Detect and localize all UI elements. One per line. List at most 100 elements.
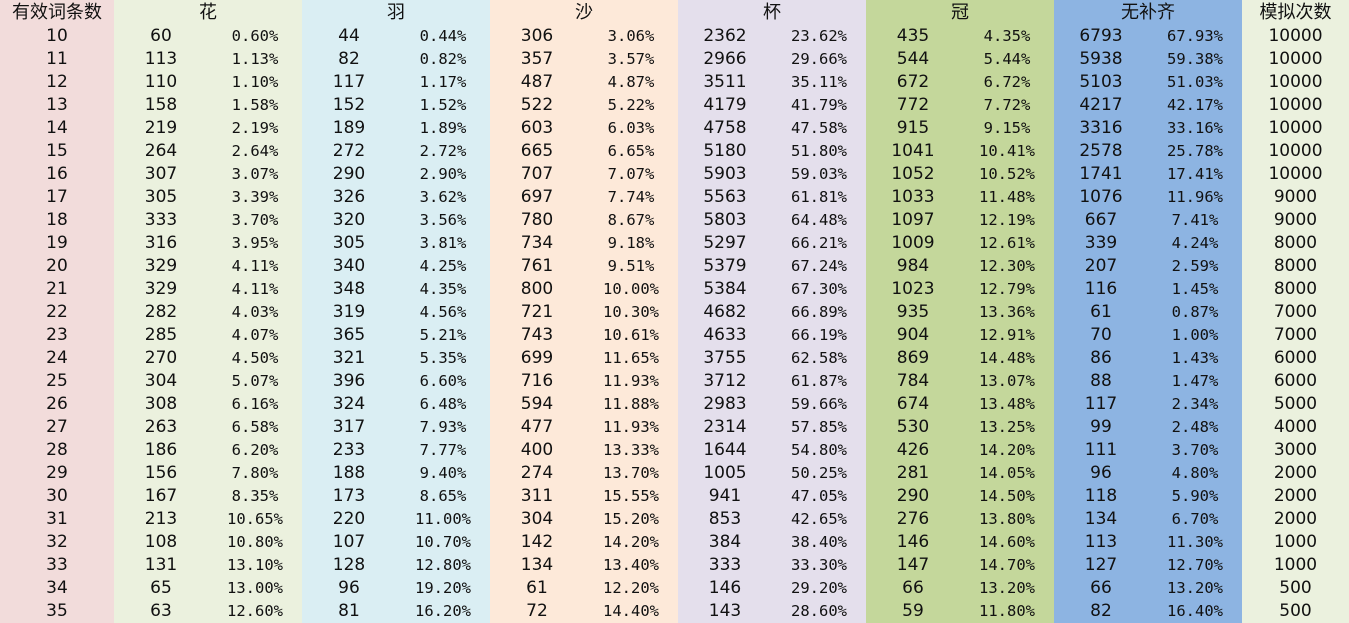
sims-cell[interactable]: 500 (1242, 577, 1349, 600)
flower-count-cell[interactable]: 219 (114, 117, 208, 140)
sands-count-cell[interactable]: 699 (490, 347, 584, 370)
goblet-pct-cell[interactable]: 28.60% (772, 600, 866, 623)
none-count-cell[interactable]: 134 (1054, 508, 1148, 531)
sands-pct-cell[interactable]: 8.67% (584, 209, 678, 232)
plume-count-cell[interactable]: 365 (302, 324, 396, 347)
none-count-cell[interactable]: 5938 (1054, 48, 1148, 71)
none-pct-cell[interactable]: 5.90% (1148, 485, 1242, 508)
sands-pct-cell[interactable]: 7.74% (584, 186, 678, 209)
none-pct-cell[interactable]: 1.47% (1148, 370, 1242, 393)
circlet-pct-cell[interactable]: 14.70% (960, 554, 1054, 577)
sands-pct-cell[interactable]: 9.18% (584, 232, 678, 255)
sands-count-cell[interactable]: 780 (490, 209, 584, 232)
goblet-pct-cell[interactable]: 67.30% (772, 278, 866, 301)
plume-count-cell[interactable]: 272 (302, 140, 396, 163)
flower-count-cell[interactable]: 186 (114, 439, 208, 462)
circlet-pct-cell[interactable]: 12.19% (960, 209, 1054, 232)
sands-pct-cell[interactable]: 11.93% (584, 370, 678, 393)
sands-count-cell[interactable]: 665 (490, 140, 584, 163)
entries-cell[interactable]: 19 (0, 232, 114, 255)
sands-pct-cell[interactable]: 10.30% (584, 301, 678, 324)
flower-count-cell[interactable]: 167 (114, 485, 208, 508)
plume-pct-cell[interactable]: 19.20% (396, 577, 490, 600)
plume-count-cell[interactable]: 220 (302, 508, 396, 531)
circlet-count-cell[interactable]: 147 (866, 554, 960, 577)
plume-count-cell[interactable]: 305 (302, 232, 396, 255)
sims-cell[interactable]: 5000 (1242, 393, 1349, 416)
flower-pct-cell[interactable]: 1.10% (208, 71, 302, 94)
none-pct-cell[interactable]: 67.93% (1148, 25, 1242, 48)
entries-cell[interactable]: 16 (0, 163, 114, 186)
circlet-count-cell[interactable]: 276 (866, 508, 960, 531)
sims-cell[interactable]: 8000 (1242, 255, 1349, 278)
flower-pct-cell[interactable]: 3.07% (208, 163, 302, 186)
circlet-count-cell[interactable]: 1097 (866, 209, 960, 232)
goblet-pct-cell[interactable]: 51.80% (772, 140, 866, 163)
none-pct-cell[interactable]: 12.70% (1148, 554, 1242, 577)
header-none[interactable]: 无补齐 (1054, 0, 1242, 25)
circlet-pct-cell[interactable]: 12.30% (960, 255, 1054, 278)
plume-count-cell[interactable]: 82 (302, 48, 396, 71)
plume-pct-cell[interactable]: 4.25% (396, 255, 490, 278)
circlet-pct-cell[interactable]: 6.72% (960, 71, 1054, 94)
sands-count-cell[interactable]: 400 (490, 439, 584, 462)
plume-count-cell[interactable]: 96 (302, 577, 396, 600)
plume-pct-cell[interactable]: 2.90% (396, 163, 490, 186)
sands-pct-cell[interactable]: 7.07% (584, 163, 678, 186)
entries-cell[interactable]: 10 (0, 25, 114, 48)
entries-cell[interactable]: 17 (0, 186, 114, 209)
plume-count-cell[interactable]: 173 (302, 485, 396, 508)
entries-cell[interactable]: 15 (0, 140, 114, 163)
flower-pct-cell[interactable]: 10.80% (208, 531, 302, 554)
circlet-pct-cell[interactable]: 11.48% (960, 186, 1054, 209)
flower-pct-cell[interactable]: 1.58% (208, 94, 302, 117)
sands-pct-cell[interactable]: 5.22% (584, 94, 678, 117)
circlet-count-cell[interactable]: 772 (866, 94, 960, 117)
sands-count-cell[interactable]: 142 (490, 531, 584, 554)
entries-cell[interactable]: 12 (0, 71, 114, 94)
sands-pct-cell[interactable]: 14.40% (584, 600, 678, 623)
circlet-pct-cell[interactable]: 12.79% (960, 278, 1054, 301)
circlet-count-cell[interactable]: 915 (866, 117, 960, 140)
plume-pct-cell[interactable]: 6.48% (396, 393, 490, 416)
circlet-count-cell[interactable]: 869 (866, 347, 960, 370)
goblet-pct-cell[interactable]: 61.81% (772, 186, 866, 209)
flower-count-cell[interactable]: 110 (114, 71, 208, 94)
plume-pct-cell[interactable]: 5.35% (396, 347, 490, 370)
goblet-pct-cell[interactable]: 59.66% (772, 393, 866, 416)
sims-cell[interactable]: 10000 (1242, 140, 1349, 163)
goblet-pct-cell[interactable]: 35.11% (772, 71, 866, 94)
plume-pct-cell[interactable]: 3.81% (396, 232, 490, 255)
none-count-cell[interactable]: 4217 (1054, 94, 1148, 117)
entries-cell[interactable]: 23 (0, 324, 114, 347)
sims-cell[interactable]: 10000 (1242, 117, 1349, 140)
plume-count-cell[interactable]: 152 (302, 94, 396, 117)
none-count-cell[interactable]: 70 (1054, 324, 1148, 347)
none-pct-cell[interactable]: 25.78% (1148, 140, 1242, 163)
sands-pct-cell[interactable]: 14.20% (584, 531, 678, 554)
none-pct-cell[interactable]: 1.45% (1148, 278, 1242, 301)
none-count-cell[interactable]: 96 (1054, 462, 1148, 485)
plume-count-cell[interactable]: 189 (302, 117, 396, 140)
plume-count-cell[interactable]: 44 (302, 25, 396, 48)
flower-pct-cell[interactable]: 4.11% (208, 255, 302, 278)
plume-pct-cell[interactable]: 3.62% (396, 186, 490, 209)
goblet-pct-cell[interactable]: 38.40% (772, 531, 866, 554)
header-plume[interactable]: 羽 (302, 0, 490, 25)
sims-cell[interactable]: 2000 (1242, 462, 1349, 485)
none-count-cell[interactable]: 5103 (1054, 71, 1148, 94)
entries-cell[interactable]: 25 (0, 370, 114, 393)
sims-cell[interactable]: 10000 (1242, 163, 1349, 186)
goblet-count-cell[interactable]: 5384 (678, 278, 772, 301)
circlet-count-cell[interactable]: 784 (866, 370, 960, 393)
goblet-count-cell[interactable]: 4682 (678, 301, 772, 324)
plume-count-cell[interactable]: 340 (302, 255, 396, 278)
sands-pct-cell[interactable]: 11.88% (584, 393, 678, 416)
goblet-count-cell[interactable]: 853 (678, 508, 772, 531)
none-pct-cell[interactable]: 11.30% (1148, 531, 1242, 554)
plume-pct-cell[interactable]: 2.72% (396, 140, 490, 163)
sands-count-cell[interactable]: 304 (490, 508, 584, 531)
goblet-count-cell[interactable]: 5563 (678, 186, 772, 209)
plume-pct-cell[interactable]: 0.44% (396, 25, 490, 48)
flower-count-cell[interactable]: 308 (114, 393, 208, 416)
